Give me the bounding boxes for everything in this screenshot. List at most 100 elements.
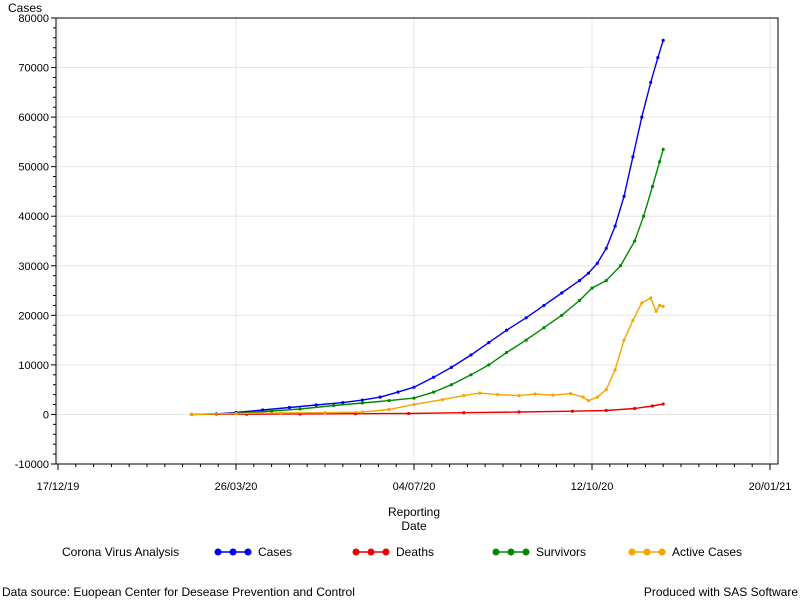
y-tick-label: 70000 (18, 63, 49, 75)
data-point (407, 411, 411, 416)
data-point (449, 383, 453, 387)
legend-label: Survivors (536, 545, 586, 559)
data-point (360, 398, 364, 402)
legend-marker (367, 548, 375, 556)
series-active-cases (189, 296, 665, 417)
data-point (517, 410, 521, 414)
data-point (631, 155, 635, 159)
data-point (298, 407, 302, 411)
data-point (542, 303, 546, 308)
data-point (560, 313, 564, 317)
y-tick-label: 10000 (18, 360, 49, 372)
data-point (640, 301, 644, 305)
data-point (542, 326, 546, 330)
produced-by-note: Produced with SAS Software (644, 585, 798, 599)
x-tick-label: 17/12/19 (37, 481, 80, 493)
series-survivors (189, 147, 665, 417)
data-point (661, 147, 665, 151)
data-point (378, 395, 382, 399)
x-axis-label-line-1: Reporting (388, 505, 440, 519)
legend: Corona Virus Analysis Cases Deaths Survivo… (62, 545, 742, 559)
legend-marker (352, 548, 360, 556)
data-source-note: Data source: Euopean Center for Desease … (2, 585, 355, 599)
data-point (440, 397, 445, 402)
data-point (586, 398, 591, 403)
legend-entry: Deaths (352, 545, 434, 559)
data-point (469, 373, 473, 377)
legend-marker (382, 548, 390, 556)
data-point (496, 393, 500, 397)
series-line (191, 40, 664, 416)
y-tick-label: 40000 (18, 211, 49, 223)
data-point (649, 80, 653, 85)
data-point (469, 353, 473, 357)
plot-frame (55, 17, 779, 465)
data-point (604, 408, 608, 413)
y-axis-label: Cases (8, 1, 42, 15)
data-point (581, 395, 585, 399)
data-point (524, 338, 528, 342)
data-point (341, 400, 345, 405)
y-tick-label: 80000 (18, 13, 49, 25)
data-point (661, 402, 665, 406)
data-point (261, 408, 265, 412)
legend-label: Cases (258, 545, 292, 559)
series-lines (189, 38, 665, 417)
data-point (189, 412, 194, 417)
data-point (487, 340, 491, 345)
data-point (387, 398, 391, 403)
x-axis: 17/12/19 26/03/20 04/07/20 12/10/20 20/01/21 (37, 464, 791, 493)
data-point (604, 388, 608, 392)
data-point (234, 411, 238, 416)
data-point (642, 214, 646, 218)
data-point (618, 264, 623, 268)
data-point (570, 409, 575, 413)
data-point (658, 303, 662, 308)
data-point (504, 350, 509, 355)
data-point (661, 304, 665, 309)
data-point (604, 279, 608, 283)
data-point (633, 406, 637, 411)
data-point (622, 338, 626, 342)
legend-marker (658, 548, 666, 556)
legend-title: Corona Virus Analysis (62, 545, 179, 559)
data-point (551, 393, 555, 397)
data-point (577, 298, 582, 303)
data-point (633, 239, 637, 243)
data-point (412, 385, 416, 389)
data-point (278, 411, 283, 415)
series-line (191, 403, 664, 416)
data-point (270, 409, 274, 413)
y-axis: -10000 0 10000 20000 30000 40000 50000 60000 700… (15, 13, 56, 471)
legend-marker (522, 548, 530, 556)
data-point (613, 224, 617, 228)
data-point (595, 261, 599, 265)
legend-marker (244, 548, 252, 556)
data-point (387, 407, 391, 412)
legend-marker (643, 548, 651, 556)
data-point (360, 410, 364, 414)
data-point (431, 390, 436, 394)
x-axis-label-line-2: Date (401, 519, 427, 533)
legend-entry: Cases (214, 545, 292, 559)
data-point (431, 375, 436, 379)
data-point (656, 56, 660, 60)
data-point (650, 404, 655, 408)
data-point (533, 392, 537, 396)
x-tick-label: 26/03/20 (215, 481, 258, 493)
data-point (353, 412, 357, 416)
data-point (449, 365, 453, 369)
data-point (478, 391, 482, 395)
y-tick-label: 50000 (18, 162, 49, 174)
data-point (577, 279, 582, 283)
x-tick-label: 12/10/20 (571, 481, 614, 493)
legend-marker (628, 548, 636, 556)
data-point (586, 271, 591, 275)
data-point (622, 194, 626, 198)
y-tick-label: 30000 (18, 261, 49, 273)
data-point (595, 395, 599, 399)
data-point (650, 184, 655, 189)
data-point (462, 411, 466, 415)
x-tick-label: 04/07/20 (393, 481, 436, 493)
